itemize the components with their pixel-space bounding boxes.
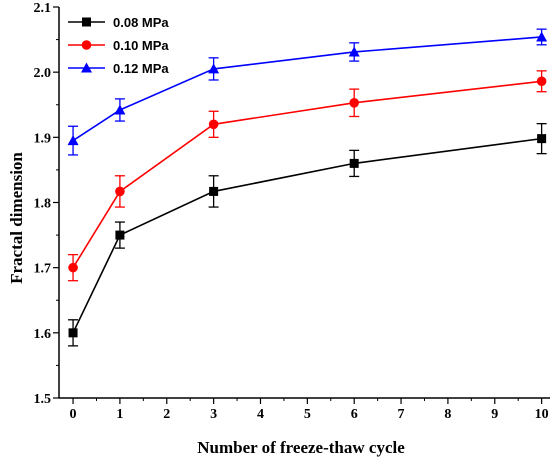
x-tick-label: 6	[351, 407, 358, 422]
y-tick-label: 1.6	[34, 327, 52, 342]
axes: 0 1 2 3 4 5 6 7 8 9 10 1.5 1.6 1.7 1.8 1.9 2.0 2.1	[34, 1, 550, 422]
data-point	[348, 46, 360, 57]
data-point	[536, 76, 547, 87]
x-tick-label: 3	[210, 407, 217, 422]
data-point	[114, 104, 126, 115]
legend-item-2: 0.12 MPa	[68, 61, 169, 76]
series-1	[68, 70, 547, 282]
legend-marker	[81, 40, 92, 50]
data-point	[67, 135, 79, 146]
data-point	[208, 63, 220, 74]
data-point	[115, 230, 125, 240]
y-tick-label: 1.8	[34, 197, 52, 212]
series-line	[72, 137, 542, 334]
legend: 0.08 MPa 0.10 MPa 0.12 MPa	[68, 15, 169, 76]
y-tick-label: 1.9	[34, 131, 52, 146]
x-tick-label: 1	[116, 407, 123, 422]
x-tick-label: 5	[304, 407, 311, 422]
x-tick-label: 0	[70, 407, 77, 422]
y-tick-label: 1.7	[34, 262, 52, 277]
x-tick-label: 7	[398, 407, 405, 422]
series-2	[67, 28, 548, 156]
series-layer	[67, 28, 548, 347]
y-axis-title: Fractal dimension	[7, 152, 26, 284]
x-axis-title: Number of freeze-thaw cycle	[197, 438, 405, 457]
data-point	[349, 97, 360, 108]
x-tick-label: 9	[491, 407, 498, 422]
legend-item-1: 0.10 MPa	[68, 38, 169, 53]
x-tick-label: 4	[257, 407, 264, 422]
legend-item-0: 0.08 MPa	[68, 15, 169, 30]
data-point	[68, 328, 78, 338]
data-point	[349, 158, 359, 168]
legend-label: 0.10 MPa	[113, 38, 169, 53]
x-tick-label: 2	[163, 407, 170, 422]
y-tick-label: 1.5	[34, 392, 52, 407]
data-point	[537, 134, 547, 144]
legend-marker	[82, 17, 91, 27]
y-tick-label: 2.0	[34, 66, 52, 81]
x-tick-label: 8	[444, 407, 451, 422]
data-point	[208, 119, 219, 130]
legend-label: 0.12 MPa	[113, 61, 169, 76]
data-point	[209, 186, 219, 196]
series-line	[72, 80, 542, 269]
data-point	[68, 262, 78, 273]
data-point	[115, 186, 125, 197]
series-0	[68, 122, 547, 347]
y-tick-label: 2.1	[34, 1, 52, 16]
data-point	[536, 31, 548, 42]
legend-label: 0.08 MPa	[113, 15, 169, 30]
x-tick-label: 10	[535, 407, 549, 422]
legend-marker	[81, 62, 92, 73]
